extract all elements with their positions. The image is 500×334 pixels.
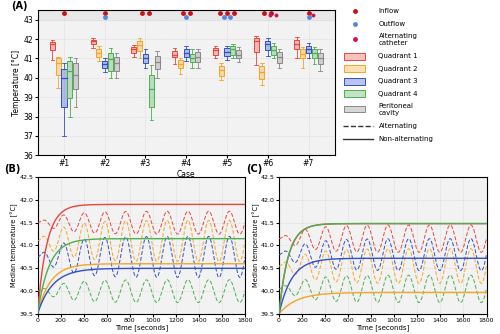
Bar (344, 90, 365, 97)
Bar (108, 53, 113, 71)
Text: Quadrant 4: Quadrant 4 (378, 91, 418, 97)
Bar (213, 48, 218, 54)
Bar (236, 50, 241, 58)
Bar (190, 53, 194, 62)
Bar (344, 78, 365, 85)
Bar (132, 47, 136, 53)
Y-axis label: Temperature [°C]: Temperature [°C] (12, 50, 21, 116)
X-axis label: Time [seconds]: Time [seconds] (356, 325, 410, 331)
X-axis label: Case: Case (177, 170, 196, 179)
Bar (56, 58, 60, 75)
Bar (143, 53, 148, 63)
Bar (149, 75, 154, 107)
Bar (96, 49, 102, 56)
Bar (260, 66, 264, 79)
Y-axis label: Median temperature [°C]: Median temperature [°C] (10, 204, 18, 287)
Bar (102, 61, 108, 68)
Bar (154, 55, 160, 69)
Text: Quadrant 2: Quadrant 2 (378, 66, 418, 72)
Bar (137, 41, 142, 51)
Bar (90, 40, 96, 44)
Bar (271, 46, 276, 54)
Bar (224, 48, 230, 55)
Bar (277, 52, 282, 63)
Bar (196, 52, 200, 62)
X-axis label: Time [seconds]: Time [seconds] (114, 325, 168, 331)
Text: Peritoneal
cavity: Peritoneal cavity (378, 103, 414, 116)
Text: Inflow: Inflow (378, 8, 400, 14)
Y-axis label: Median temperature [°C]: Median temperature [°C] (252, 204, 260, 287)
Text: Non-alternating: Non-alternating (378, 136, 434, 142)
Bar (38, 10, 335, 20)
Bar (172, 51, 177, 57)
Bar (344, 106, 365, 113)
Bar (265, 41, 270, 50)
Bar (73, 63, 78, 90)
Bar (344, 53, 365, 60)
Text: Quadrant 1: Quadrant 1 (378, 53, 418, 59)
Bar (184, 49, 189, 56)
Bar (230, 46, 235, 54)
Text: (A): (A) (10, 1, 27, 11)
Text: (B): (B) (4, 164, 20, 174)
Bar (178, 60, 183, 68)
Text: Outflow: Outflow (378, 21, 406, 27)
Bar (344, 65, 365, 72)
Bar (300, 49, 305, 58)
Bar (218, 66, 224, 76)
Text: (C): (C) (246, 164, 262, 174)
Bar (114, 56, 119, 71)
Bar (68, 61, 72, 98)
Bar (318, 53, 322, 64)
Text: Alternating
catheter: Alternating catheter (378, 33, 418, 46)
Bar (50, 42, 55, 50)
Bar (254, 38, 258, 52)
Bar (294, 40, 300, 49)
Text: Alternating: Alternating (378, 123, 418, 129)
Bar (62, 69, 66, 107)
Bar (312, 49, 317, 58)
Text: Quadrant 3: Quadrant 3 (378, 78, 418, 84)
Bar (306, 46, 311, 53)
